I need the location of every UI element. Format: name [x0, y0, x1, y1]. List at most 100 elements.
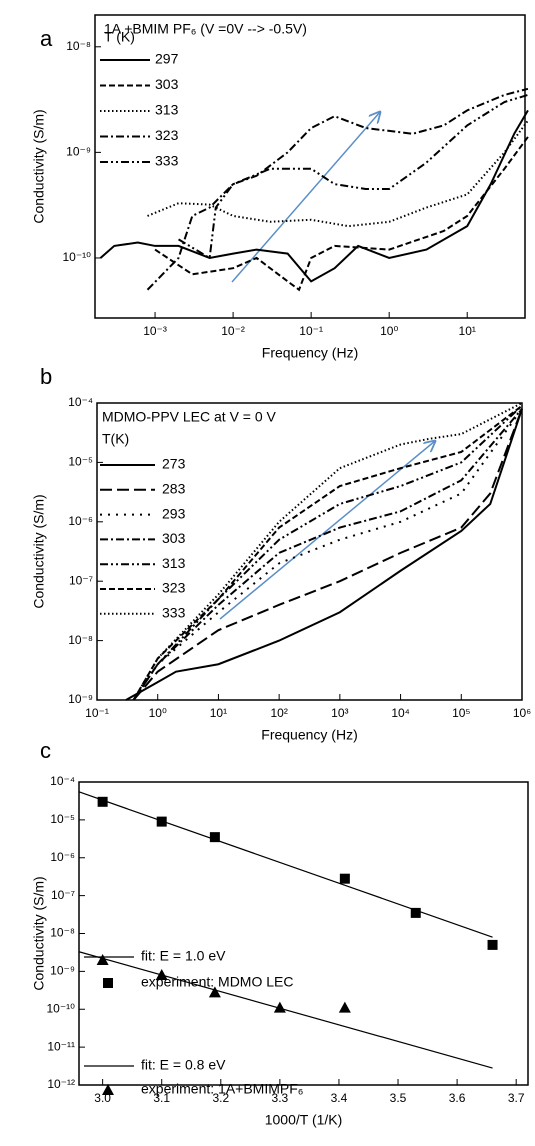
panel-label: c — [40, 738, 51, 763]
curve — [132, 402, 523, 701]
x-tick-label: 10¹ — [210, 706, 227, 720]
point — [338, 1001, 351, 1013]
point — [155, 969, 168, 981]
y-axis-label: Conductivity (S/m) — [31, 494, 47, 608]
curve — [154, 136, 529, 292]
point — [273, 1001, 286, 1013]
legend-label: 313 — [162, 555, 186, 571]
legend-label: 283 — [162, 481, 186, 497]
legend-swatch — [103, 978, 113, 988]
x-tick-label: 10³ — [331, 706, 348, 720]
x-tick-label: 3.2 — [212, 1091, 229, 1105]
y-tick-label: 10⁻⁸ — [66, 39, 91, 53]
x-tick-label: 10⁻² — [221, 324, 245, 338]
x-tick-label: 10¹ — [459, 324, 476, 338]
y-tick-label: 10⁻⁷ — [51, 888, 75, 902]
y-tick-label: 10⁻⁶ — [68, 514, 93, 528]
legend-label: 303 — [155, 76, 179, 92]
panel-label: b — [40, 364, 52, 389]
y-tick-label: 10⁻⁹ — [68, 692, 93, 706]
x-tick-label: 3.4 — [331, 1091, 348, 1105]
y-tick-label: 10⁻¹⁰ — [63, 250, 92, 264]
x-axis-label: 1000/T (1/K) — [265, 1112, 343, 1128]
y-axis-label: Conductivity (S/m) — [31, 109, 47, 223]
point — [339, 873, 350, 884]
legend-label: 323 — [162, 580, 186, 596]
curve — [125, 408, 523, 701]
x-tick-label: 10⁻¹ — [85, 706, 109, 720]
legend-label: experiment: 1A+BMIMPF₆ — [141, 1081, 303, 1097]
fit-line — [78, 791, 493, 938]
y-tick-label: 10⁻⁴ — [68, 395, 93, 409]
x-tick-label: 10² — [270, 706, 287, 720]
x-tick-label: 3.3 — [272, 1091, 289, 1105]
y-tick-label: 10⁻¹² — [47, 1077, 75, 1091]
y-axis-label: Conductivity (S/m) — [31, 876, 47, 990]
point — [410, 907, 421, 918]
x-tick-label: 10⁴ — [391, 706, 410, 720]
x-tick-label: 10⁻³ — [143, 324, 167, 338]
y-tick-label: 10⁻⁸ — [50, 926, 75, 940]
y-tick-label: 10⁻⁹ — [50, 964, 75, 978]
curve — [132, 408, 523, 701]
y-tick-label: 10⁻¹⁰ — [47, 1001, 76, 1015]
point — [208, 986, 221, 998]
legend-label: 297 — [155, 51, 179, 67]
legend-label: 323 — [155, 127, 179, 143]
x-tick-label: 3.7 — [508, 1091, 525, 1105]
plot-frame — [94, 14, 526, 319]
curve — [132, 404, 523, 701]
y-tick-label: 10⁻¹¹ — [47, 1039, 75, 1053]
plot-frame — [96, 402, 523, 701]
y-tick-label: 10⁻⁸ — [68, 633, 93, 647]
legend-title: T (K) — [104, 29, 135, 45]
legend-label: fit: E = 1.0 eV — [141, 948, 226, 964]
y-tick-label: 10⁻⁵ — [68, 455, 93, 469]
x-tick-label: 10⁰ — [149, 706, 167, 720]
x-tick-label: 3.1 — [153, 1091, 170, 1105]
x-tick-label: 10⁰ — [380, 324, 398, 338]
legend-label: 313 — [155, 102, 179, 118]
legend-label: 293 — [162, 505, 186, 521]
point — [487, 939, 498, 950]
x-axis-label: Frequency (Hz) — [261, 727, 357, 743]
legend-label: 333 — [155, 153, 179, 169]
y-tick-label: 10⁻⁹ — [66, 145, 91, 159]
plot-frame — [78, 781, 529, 1086]
legend-title: T(K) — [102, 431, 129, 447]
curve — [132, 404, 523, 701]
point — [156, 816, 167, 827]
point — [209, 832, 220, 843]
legend-label: fit: E = 0.8 eV — [141, 1057, 226, 1073]
legend-label: 273 — [162, 456, 186, 472]
curve — [99, 109, 529, 283]
panel-label: a — [40, 26, 53, 51]
x-tick-label: 10⁶ — [513, 706, 531, 720]
point — [96, 953, 109, 965]
curve — [147, 119, 529, 228]
y-tick-label: 10⁻⁶ — [50, 850, 75, 864]
legend-label: 303 — [162, 530, 186, 546]
curve — [132, 408, 523, 701]
x-tick-label: 10⁻¹ — [299, 324, 323, 338]
point — [97, 796, 108, 807]
annotation: 1A +BMIM PF₆ (V =0V --> -0.5V) — [104, 21, 307, 37]
curve — [178, 93, 529, 260]
fit-line — [78, 951, 493, 1069]
x-tick-label: 3.5 — [390, 1091, 407, 1105]
legend-label: experiment: MDMO LEC — [141, 974, 293, 990]
curve — [132, 408, 523, 701]
x-tick-label: 10⁵ — [452, 706, 470, 720]
legend-swatch — [102, 1084, 114, 1095]
y-tick-label: 10⁻⁴ — [50, 774, 75, 788]
x-tick-label: 3.6 — [449, 1091, 466, 1105]
curve — [146, 87, 529, 291]
legend-label: 333 — [162, 605, 186, 621]
x-axis-label: Frequency (Hz) — [262, 345, 358, 361]
y-tick-label: 10⁻⁵ — [50, 812, 75, 826]
arrow — [219, 441, 435, 620]
annotation: MDMO-PPV LEC at V = 0 V — [102, 409, 277, 425]
arrow — [231, 112, 380, 283]
